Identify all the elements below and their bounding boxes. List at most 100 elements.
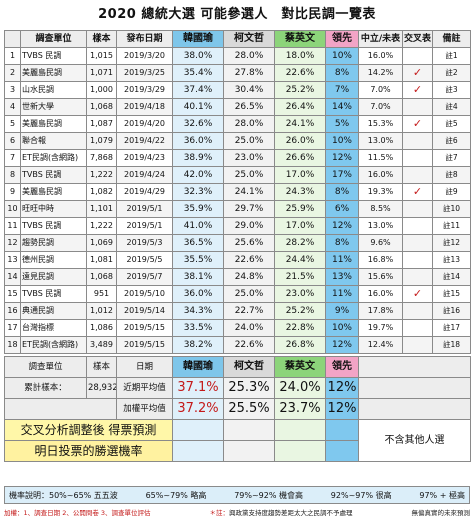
cell-undecided: 16.8% [358, 251, 403, 269]
cross-adjust-tsai [274, 419, 326, 441]
poll-table: 調查單位 樣本 發布日期 韓國瑜 柯文哲 蔡英文 領先 中立/未表 交叉表 備註… [4, 30, 471, 354]
cell-tsai: 26.8% [274, 336, 326, 354]
cell-undecided: 14.2% [358, 64, 403, 82]
cell-ko: 22.6% [223, 336, 275, 354]
cell-sample: 1,222 [86, 217, 117, 235]
cell-org: TVBS 民調 [20, 217, 87, 235]
cell-undecided: 15.3% [358, 115, 403, 133]
footer-note: ＊註：興政黨支持度趨勢差距太大之民調不予處理 [210, 505, 353, 521]
cell-ko: 26.5% [223, 98, 275, 116]
cell-tsai: 17.0% [274, 217, 326, 235]
cell-tsai: 25.9% [274, 200, 326, 218]
cell-sample: 1,222 [86, 166, 117, 184]
table-row: 7 ET民調(含網路) 7,868 2019/4/23 38.9% 23.0% 26.6% 1… [4, 149, 471, 167]
weighted-avg-tsai: 23.7% [274, 398, 326, 420]
cell-idx: 11 [4, 217, 21, 235]
cell-han: 42.0% [172, 166, 224, 184]
cell-sample: 7,868 [86, 149, 117, 167]
cell-tsai: 28.2% [274, 234, 326, 252]
cell-tsai: 22.8% [274, 319, 326, 337]
win-probability-tsai [274, 440, 326, 462]
summary-blank-cell [358, 356, 471, 378]
footer-note-mark: ＊註： [209, 509, 230, 517]
cell-org: 美麗島民調 [20, 115, 87, 133]
cell-org: 德州民調 [20, 251, 87, 269]
table-row: 18 ET民調(含網路) 3,489 2019/5/15 38.2% 22.6% 26.8%… [4, 336, 471, 354]
cell-ko: 24.8% [223, 268, 275, 286]
cell-note: 註14 [432, 268, 471, 286]
cell-cross [402, 47, 433, 65]
cell-ko: 22.7% [223, 302, 275, 320]
cell-org: 旺旺中時 [20, 200, 87, 218]
summary-header-date: 日期 [116, 356, 173, 378]
cell-note: 註6 [432, 132, 471, 150]
cell-undecided: 16.0% [358, 47, 403, 65]
cross-adjust-ko [223, 419, 275, 441]
header-undecided: 中立/未表 [358, 30, 403, 48]
cell-date: 2019/5/14 [116, 302, 173, 320]
cross-adjust-han [172, 419, 224, 441]
cell-org: 美麗島民調 [20, 64, 87, 82]
cell-idx: 7 [4, 149, 21, 167]
cell-note: 註8 [432, 166, 471, 184]
cell-undecided: 12.4% [358, 336, 403, 354]
cell-sample: 1,081 [86, 251, 117, 269]
weighted-avg-han: 37.2% [172, 398, 224, 420]
cell-date: 2019/4/18 [116, 98, 173, 116]
cell-org: 山水民調 [20, 81, 87, 99]
cell-han: 38.0% [172, 47, 224, 65]
cell-lead: 10% [325, 132, 359, 150]
cell-date: 2019/3/25 [116, 64, 173, 82]
cell-ko: 25.0% [223, 166, 275, 184]
cell-note: 註4 [432, 98, 471, 116]
table-row: 9 美麗島民調 1,082 2019/4/29 32.3% 24.1% 24.3% 8% 19.… [4, 183, 471, 201]
cell-tsai: 26.0% [274, 132, 326, 150]
table-row: 15 TVBS 民調 951 2019/5/10 36.0% 25.0% 23.0% 11% 1… [4, 285, 471, 303]
cell-date: 2019/4/23 [116, 149, 173, 167]
cell-idx: 10 [4, 200, 21, 218]
cell-lead: 6% [325, 200, 359, 218]
cell-han: 33.5% [172, 319, 224, 337]
recent-avg-tsai: 24.0% [274, 377, 326, 399]
cell-tsai: 24.3% [274, 183, 326, 201]
cross-adjust-lead [325, 419, 359, 441]
cell-cross [402, 268, 433, 286]
cell-undecided: 11.5% [358, 149, 403, 167]
cell-idx: 12 [4, 234, 21, 252]
cell-undecided: 8.5% [358, 200, 403, 218]
header-han: 韓國瑜 [172, 30, 224, 48]
cell-cross [402, 200, 433, 218]
cell-sample: 1,069 [86, 234, 117, 252]
cell-sample: 1,079 [86, 132, 117, 150]
cell-date: 2019/5/10 [116, 285, 173, 303]
header-lead: 領先 [325, 30, 359, 48]
cell-cross [402, 149, 433, 167]
cell-sample: 1,086 [86, 319, 117, 337]
summary-header-tsai: 蔡英文 [274, 356, 326, 378]
cell-note: 註1 [432, 47, 471, 65]
cell-han: 40.1% [172, 98, 224, 116]
cell-sample: 951 [86, 285, 117, 303]
cell-date: 2019/5/7 [116, 268, 173, 286]
cell-cross [402, 319, 433, 337]
table-row: 2 美麗島民調 1,071 2019/3/25 35.4% 27.8% 22.6% 8% 14.… [4, 64, 471, 82]
cell-han: 35.5% [172, 251, 224, 269]
cross-adjust-label: 交叉分析調整後 得票預測 [4, 419, 173, 441]
cell-sample: 1,068 [86, 268, 117, 286]
cell-tsai: 18.0% [274, 47, 326, 65]
total-sample-value: 28,932 [86, 377, 117, 399]
cell-date: 2019/4/24 [116, 166, 173, 184]
cell-sample: 1,087 [86, 115, 117, 133]
cell-idx: 17 [4, 319, 21, 337]
cell-lead: 17% [325, 166, 359, 184]
exclude-others-note: 不含其他人選 [358, 419, 471, 462]
cell-org: TVBS 民調 [20, 166, 87, 184]
cell-lead: 8% [325, 183, 359, 201]
table-row: 16 典通民調 1,012 2019/5/14 34.3% 22.7% 25.2% 9% 17.… [4, 302, 471, 320]
cell-han: 38.2% [172, 336, 224, 354]
cell-tsai: 17.0% [274, 166, 326, 184]
cell-lead: 11% [325, 251, 359, 269]
table-row: 17 台灣指標 1,086 2019/5/15 33.5% 24.0% 22.8% 10% 19… [4, 319, 471, 337]
cell-date: 2019/5/3 [116, 234, 173, 252]
cell-org: 台灣指標 [20, 319, 87, 337]
